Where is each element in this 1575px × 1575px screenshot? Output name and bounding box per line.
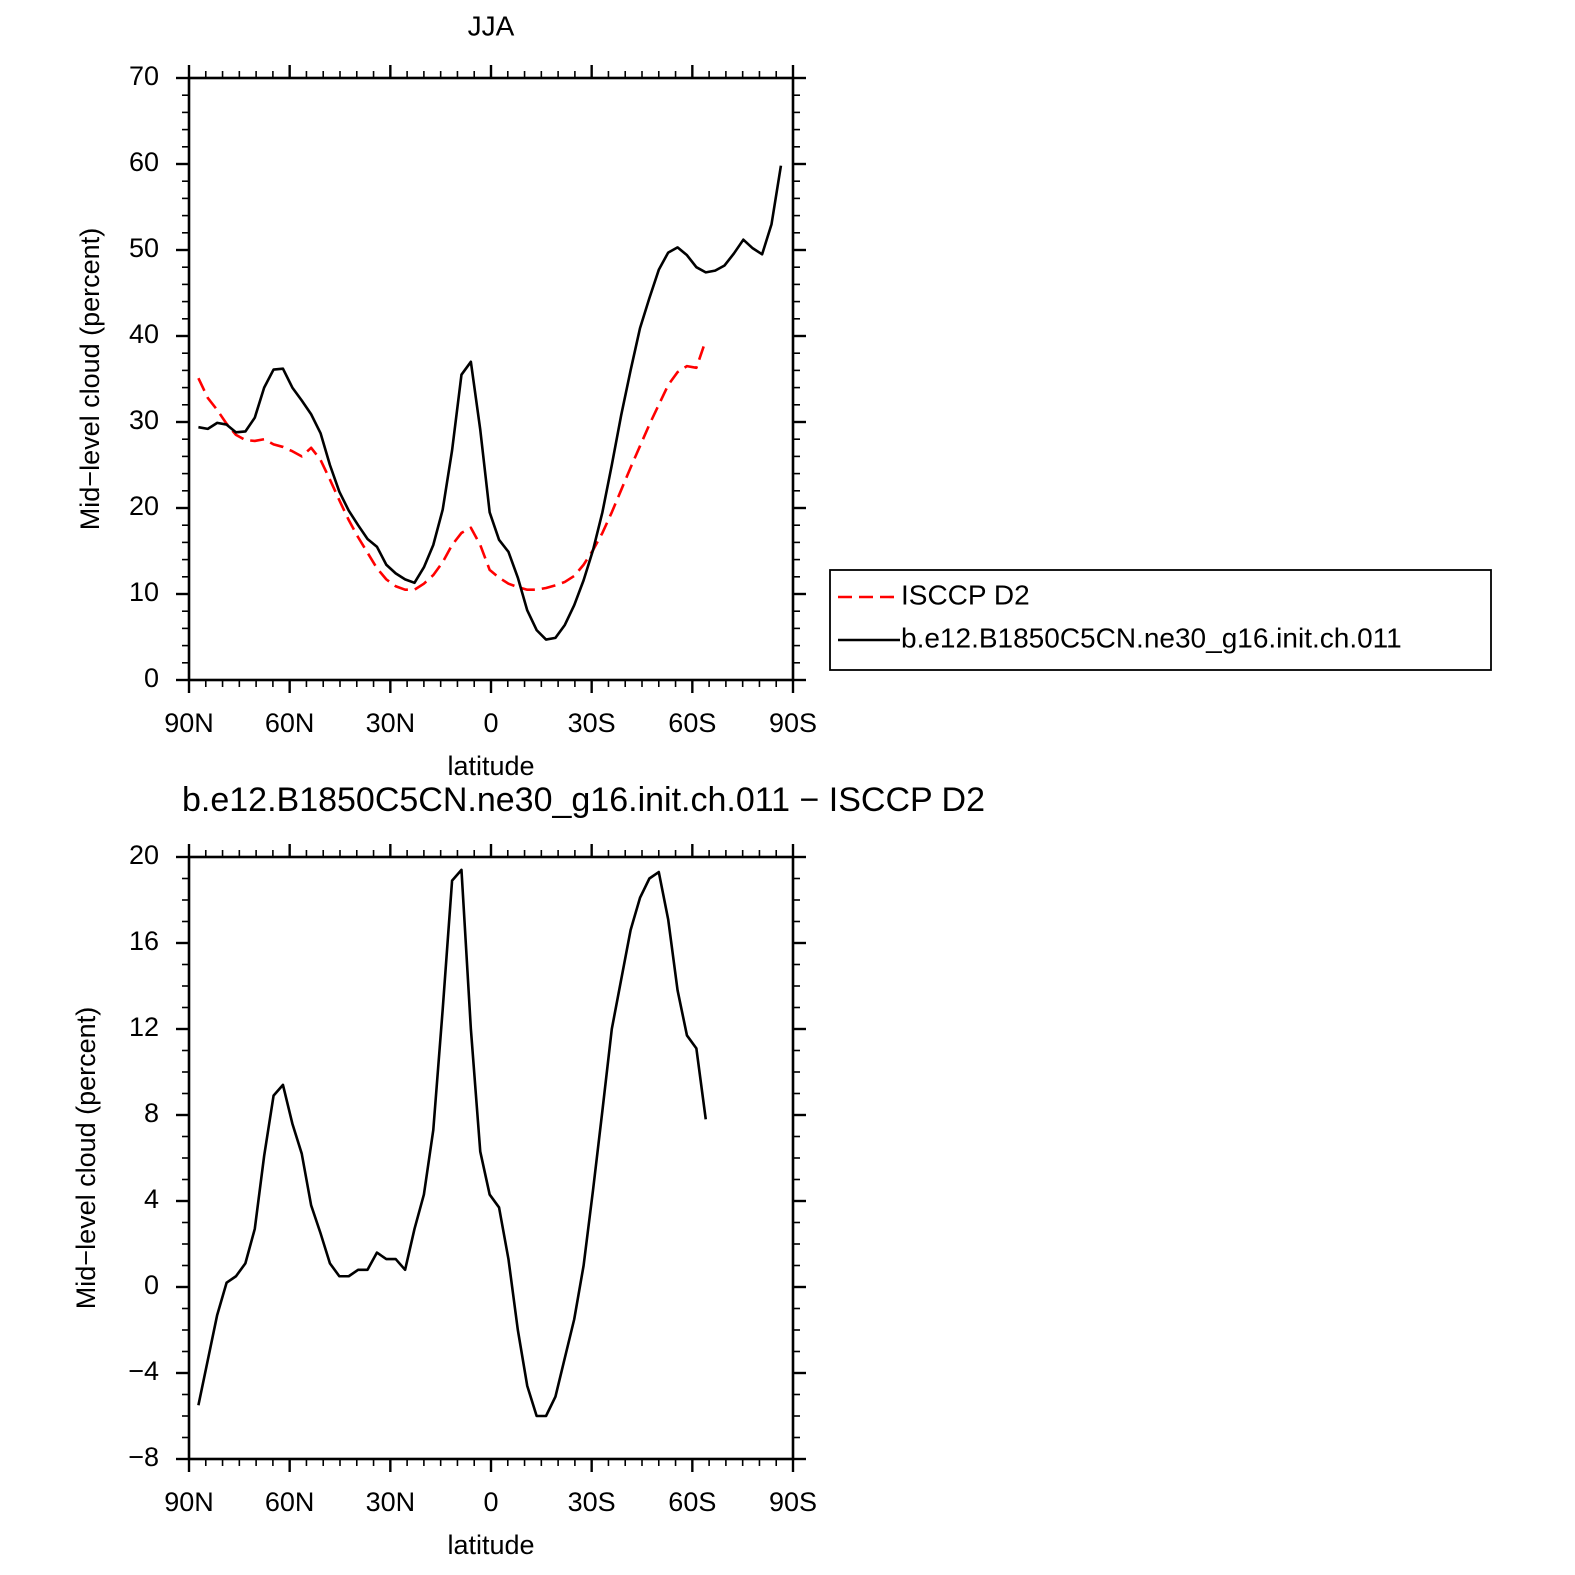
- y-tick-label: 20: [129, 491, 159, 521]
- y-tick-label: 50: [129, 233, 159, 263]
- y-tick-label: 0: [144, 663, 159, 693]
- x-tick-label: 60S: [668, 1487, 716, 1517]
- y-tick-label: 16: [129, 926, 159, 956]
- x-tick-label: 60S: [668, 708, 716, 738]
- x-tick-label: 0: [483, 1487, 498, 1517]
- y-tick-label: 4: [144, 1184, 159, 1214]
- data-line: [197, 868, 708, 1418]
- data-line: [198, 165, 783, 641]
- x-tick-label: 90N: [164, 708, 214, 738]
- x-tick-label: 60N: [265, 1487, 315, 1517]
- x-tick-label: 90N: [164, 1487, 214, 1517]
- y-tick-label: −4: [128, 1356, 159, 1386]
- y-tick-label: 40: [129, 319, 159, 349]
- x-axis-label: latitude: [447, 1530, 534, 1560]
- x-tick-label: 90S: [769, 1487, 817, 1517]
- x-tick-label: 30S: [568, 1487, 616, 1517]
- y-tick-label: 10: [129, 577, 159, 607]
- y-tick-label: 60: [129, 147, 159, 177]
- y-axis-label: Mid−level cloud (percent): [75, 228, 105, 530]
- x-tick-label: 30S: [568, 708, 616, 738]
- legend-label: ISCCP D2: [901, 579, 1030, 610]
- y-tick-label: 0: [144, 1270, 159, 1300]
- x-tick-label: 0: [483, 708, 498, 738]
- x-axis-label: latitude: [447, 751, 534, 781]
- data-line: [197, 339, 707, 591]
- x-tick-label: 60N: [265, 708, 315, 738]
- legend-box: [829, 569, 1492, 671]
- y-tick-label: 70: [129, 61, 159, 91]
- x-tick-label: 30N: [366, 1487, 416, 1517]
- y-tick-label: 12: [129, 1012, 159, 1042]
- x-tick-label: 90S: [769, 708, 817, 738]
- y-tick-label: −8: [128, 1442, 159, 1472]
- chart-title: b.e12.B1850C5CN.ne30_g16.init.ch.011 − I…: [182, 781, 985, 819]
- y-axis-label: Mid−level cloud (percent): [71, 1007, 101, 1309]
- x-tick-label: 30N: [366, 708, 416, 738]
- y-tick-label: 8: [144, 1098, 159, 1128]
- legend-label: b.e12.B1850C5CN.ne30_g16.init.ch.011: [901, 622, 1402, 653]
- y-tick-label: 30: [129, 405, 159, 435]
- y-tick-label: 20: [129, 840, 159, 870]
- chart-title: JJA: [468, 10, 515, 41]
